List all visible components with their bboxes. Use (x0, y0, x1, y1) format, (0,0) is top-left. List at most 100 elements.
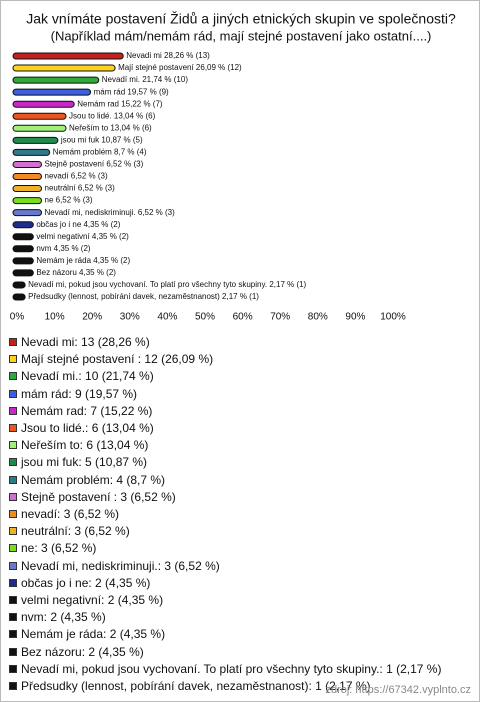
bar (12, 148, 51, 156)
x-tick-label: 20% (82, 312, 102, 323)
bar-label: Neřeším to 13,04 % (6) (69, 123, 152, 132)
bar-label: nvm 4,35 % (2) (36, 244, 91, 253)
legend-item: jsou mi fuk: 5 (10,87 %) (9, 454, 471, 471)
bar (12, 64, 116, 72)
legend-item: Předsudky (lennost, pobírání davek, neza… (9, 678, 471, 695)
legend-label: Nevadí mi, nediskriminuji.: 3 (6,52 %) (21, 558, 220, 573)
legend-item: velmi negativní: 2 (4,35 %) (9, 592, 471, 609)
legend-label: Nemám je ráda: 2 (4,35 %) (21, 627, 166, 642)
legend-label: Bez názoru: 2 (4,35 %) (21, 644, 144, 659)
bar (12, 52, 124, 60)
bar (12, 245, 34, 253)
legend-item: Stejně postavení : 3 (6,52 %) (9, 489, 471, 506)
x-tick-label: 60% (233, 312, 253, 323)
chart-subtitle: (Například mám/nemám rád, mají stejné po… (51, 28, 432, 43)
source: zdroj: https://67342.vyplnto.cz (325, 684, 471, 696)
x-tick-label: 80% (308, 312, 328, 323)
bar-label: Nemám je ráda 4,35 % (2) (36, 256, 130, 265)
bar (12, 76, 100, 84)
legend-swatch (9, 458, 17, 467)
legend-label: Neřeším to: 6 (13,04 %) (21, 438, 149, 453)
legend-swatch (9, 355, 17, 364)
chart-title: Jak vnímáte postavení Židů a jiných etni… (26, 11, 456, 27)
legend-swatch (9, 475, 17, 484)
legend-item: mám rád: 9 (19,57 %) (9, 386, 471, 403)
bar-label: Bez názoru 4,35 % (2) (36, 268, 116, 277)
legend-label: Nevadí mi, pokud jsou vychovaní. To plat… (21, 661, 442, 676)
bar-label: Mají stejné postavení 26,09 % (12) (118, 63, 242, 72)
legend-item: nevadí: 3 (6,52 %) (9, 506, 471, 523)
bar (12, 281, 26, 289)
legend-swatch (9, 630, 17, 639)
bar (12, 221, 34, 229)
legend-item: Mají stejné postavení : 12 (26,09 %) (9, 351, 471, 368)
bar (12, 209, 43, 217)
x-tick-label: 30% (120, 312, 140, 323)
x-tick-label: 70% (270, 312, 290, 323)
legend-swatch (9, 613, 17, 622)
legend-item: Nevadí mi.: 10 (21,74 %) (9, 368, 471, 385)
legend-swatch (9, 596, 17, 605)
bar (12, 257, 34, 265)
bar (12, 269, 34, 277)
legend-swatch (9, 338, 17, 346)
bar-label: jsou mi fuk 10,87 % (5) (60, 135, 143, 144)
legend-label: ne: 3 (6,52 %) (21, 541, 97, 556)
bar-label: mám rád 19,57 % (9) (94, 87, 169, 96)
bar-label: velmi negativní 4,35 % (2) (36, 232, 129, 241)
bar-label: Nevadí mi, nediskriminuji. 6,52 % (3) (45, 208, 176, 217)
bar (12, 100, 75, 108)
bar (12, 136, 59, 144)
x-tick-label: 100% (380, 312, 406, 323)
bar (12, 112, 67, 120)
legend-label: občas jo i ne: 2 (4,35 %) (21, 575, 151, 590)
bar (12, 173, 43, 180)
legend-swatch (9, 647, 17, 656)
legend-swatch (9, 578, 17, 587)
legend-label: Nevadí mi.: 10 (21,74 %) (21, 369, 154, 384)
x-tick-label: 0% (10, 312, 25, 323)
bar (12, 233, 34, 241)
legend-item: Nemám problém: 4 (8,7 %) (9, 472, 471, 489)
legend-label: Jsou to lidé.: 6 (13,04 %) (21, 421, 154, 436)
legend-item: Neřeším to: 6 (13,04 %) (9, 437, 471, 454)
legend-swatch (9, 682, 17, 691)
bar-label: Jsou to lidé. 13,04 % (6) (69, 111, 156, 120)
bar-label: ne 6,52 % (3) (45, 196, 93, 205)
legend-label: Nevadi mi: 13 (28,26 %) (21, 335, 150, 349)
bar-label: Nevadí mi. 21,74 % (10) (102, 75, 189, 84)
legend-item: neutrální: 3 (6,52 %) (9, 523, 471, 540)
bar-label: občas jo i ne 4,35 % (2) (36, 220, 120, 229)
legend-label: Nemám rad: 7 (15,22 %) (21, 403, 153, 418)
legend-swatch (9, 424, 17, 433)
legend-item: Nevadí mi, pokud jsou vychovaní. To plat… (9, 661, 471, 678)
bar-label: Nevadí mi, pokud jsou vychovaní. To plat… (28, 280, 306, 289)
legend-item: Jsou to lidé.: 6 (13,04 %) (9, 420, 471, 437)
legend-label: neutrální: 3 (6,52 %) (21, 524, 130, 539)
legend-swatch (9, 441, 17, 450)
legend-item: Nemám je ráda: 2 (4,35 %) (9, 626, 471, 643)
legend-label: Předsudky (lennost, pobírání davek, neza… (21, 679, 371, 694)
bar (12, 88, 92, 96)
bar (12, 124, 67, 132)
legend: Nevadi mi: 13 (28,26 %) Mají stejné posta… (9, 334, 471, 695)
legend-swatch (9, 510, 17, 519)
bar (12, 197, 43, 205)
bar (12, 185, 43, 193)
chart: Jak vnímáte postavení Židů a jiných etni… (10, 11, 456, 323)
legend-item: Nevadí mi, nediskriminuji.: 3 (6,52 %) (9, 558, 471, 575)
legend-swatch (9, 406, 17, 415)
legend-swatch (9, 664, 17, 673)
legend-label: nvm: 2 (4,35 %) (21, 610, 106, 625)
legend-label: Nemám problém: 4 (8,7 %) (21, 472, 166, 487)
bar-label: Nevadi mi 28,26 % (13) (126, 51, 210, 60)
bar-label: Nemám rad 15,22 % (7) (77, 99, 163, 108)
bar (12, 293, 26, 301)
bar-label: nevadí 6,52 % (3) (45, 172, 108, 181)
x-tick-label: 10% (45, 312, 65, 323)
legend-item: ne: 3 (6,52 %) (9, 540, 471, 557)
legend-swatch (9, 544, 17, 553)
legend-item: nvm: 2 (4,35 %) (9, 609, 471, 626)
legend-label: jsou mi fuk: 5 (10,87 %) (21, 455, 148, 470)
bar-label: Stejně postavení 6,52 % (3) (45, 160, 144, 169)
